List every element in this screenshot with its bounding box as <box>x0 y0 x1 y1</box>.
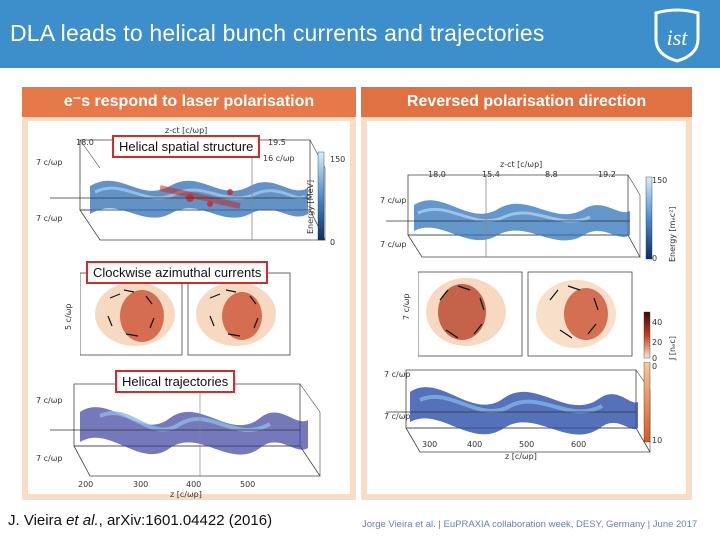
left-plot3-x-tick-3: 500 <box>240 480 256 489</box>
left-panel-heading: e⁻s respond to laser polarisation <box>22 87 356 117</box>
right-plot3-left-label-1: 7 c/ωp <box>384 412 411 421</box>
title-bar: DLA leads to helical bunch currents and … <box>0 0 720 68</box>
left-plot1-tick-top-1: 19.5 <box>268 138 286 147</box>
right-trajectories-plot <box>386 362 651 453</box>
right-plot2-cb-tick-0: 40 <box>652 318 663 327</box>
left-energy-helix-plot <box>50 139 326 241</box>
left-trajectories-plot <box>50 383 321 477</box>
left-plot3-x-label: z [c/ωp] <box>170 490 202 499</box>
right-plot1-tick-top-2: 8.8 <box>545 170 558 179</box>
left-currents-plot <box>80 272 291 356</box>
left-plot2-left-label: 5 c/ωp <box>64 303 73 330</box>
citation-ref: , arXiv:1601.04422 (2016) <box>98 512 273 529</box>
citation-etal: et al. <box>66 512 99 529</box>
left-plot1-tick-top-0: 18.0 <box>76 138 94 147</box>
citation-right: Jorge Vieira et al. | EuPRAXIA collabora… <box>362 519 698 530</box>
right-plot3-x-tick-0: 300 <box>422 440 438 449</box>
left-plot1-left-label-1: 7 c/ωp <box>36 214 63 223</box>
right-plot1-tick-top-3: 19.2 <box>598 170 616 179</box>
right-plot3-left-label-0: 7 c/ωp <box>384 370 411 379</box>
left-plot3-x-tick-0: 200 <box>78 480 94 489</box>
right-plot1-tick-top-0: 18.0 <box>428 170 446 179</box>
left-plot3-left-label-1: 7 c/ωp <box>36 454 63 463</box>
left-plot1-cb-tick-0: 150 <box>330 155 346 164</box>
right-energy-helix-plot <box>386 174 653 260</box>
right-plot3-x-tick-2: 500 <box>519 440 535 449</box>
right-plot1-left-label-0: 7 c/ωp <box>380 196 407 205</box>
right-panel-heading: Reversed polarisation direction <box>361 87 692 117</box>
callout-clockwise-currents: Clockwise azimuthal currents <box>86 261 269 284</box>
left-plot1-cb-tick-1: 0 <box>330 238 336 247</box>
right-currents-plot <box>418 271 651 359</box>
right-plot3-x-label: z [c/ωp] <box>505 452 537 461</box>
right-plot1-tick-top-1: 15.4 <box>482 170 500 179</box>
right-plot3-x-tick-1: 400 <box>467 440 483 449</box>
left-plot3-left-label-0: 7 c/ωp <box>36 396 63 405</box>
right-plot1-cb-tick-1: 0 <box>652 254 658 263</box>
citation-left: J. Vieira et al., arXiv:1601.04422 (2016… <box>8 512 272 529</box>
slide-title: DLA leads to helical bunch currents and … <box>10 20 545 46</box>
left-plot1-top-label: z-ct [c/ωp] <box>165 126 208 135</box>
left-plot1-colorbar-label: Energy [MeV] <box>306 179 315 234</box>
left-plot1-left-label-0: 7 c/ωp <box>36 158 63 167</box>
ist-logo-icon: ist <box>654 8 700 63</box>
callout-helical-trajectories: Helical trajectories <box>115 370 236 393</box>
right-plot1-top-label: z-ct [c/ωp] <box>500 160 543 169</box>
logo-text: ist <box>667 25 689 50</box>
right-plot2-colorbar-label: J [nₑc] <box>668 336 677 360</box>
callout-helical-spatial: Helical spatial structure <box>112 135 261 158</box>
right-plot3-cb-tick-0: 0 <box>652 362 658 371</box>
right-plot2-cb-tick-2: 0 <box>652 354 658 363</box>
citation-author: J. Vieira <box>8 512 67 529</box>
right-plot1-cb-tick-0: 150 <box>652 176 668 185</box>
right-plot1-colorbar-label: Energy [mₑc²] <box>668 206 677 262</box>
right-plot3-cb-tick-1: 10 <box>652 436 663 445</box>
left-plot1-tick-right-0: 16 c/ωp <box>263 154 295 163</box>
left-plot3-x-tick-1: 300 <box>133 480 149 489</box>
right-plot3-x-tick-3: 600 <box>571 440 587 449</box>
left-plot3-x-tick-2: 400 <box>186 480 202 489</box>
right-plot2-left-label: 7 c/ωp <box>402 293 411 320</box>
right-plot2-cb-tick-1: 20 <box>652 338 663 347</box>
right-plot1-left-label-1: 7 c/ωp <box>380 240 407 249</box>
